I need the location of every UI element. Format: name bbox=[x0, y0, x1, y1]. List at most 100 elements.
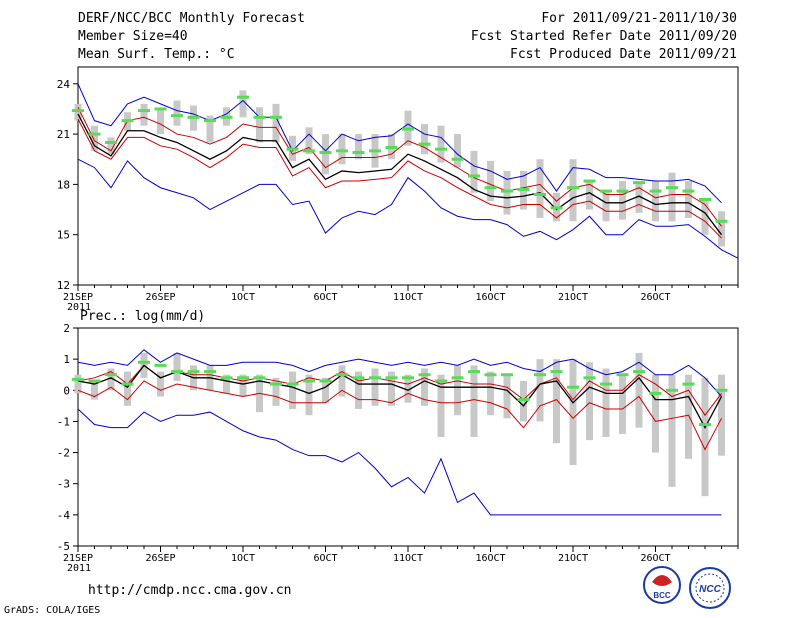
ensemble-box bbox=[421, 124, 428, 155]
precipitation-panel: -5 -4 -3 -2 -1 0 1 2 21SEP 26SEP 1OCT 6OCT 11OCT 16OC… bbox=[57, 322, 739, 574]
observed-mark bbox=[204, 370, 216, 374]
bcc-logo-emblem bbox=[652, 575, 672, 586]
y-tick-label: 0 bbox=[63, 384, 70, 397]
observed-mark bbox=[105, 373, 117, 377]
observed-mark bbox=[220, 115, 233, 119]
ensemble-box bbox=[157, 371, 164, 397]
forecast-period: For 2011/09/21-2011/10/30 bbox=[541, 11, 737, 26]
series-min-line bbox=[77, 158, 739, 259]
observed-mark bbox=[253, 376, 266, 380]
observed-mark bbox=[484, 186, 497, 190]
ensemble-box bbox=[239, 90, 247, 118]
ensemble-box bbox=[569, 359, 577, 466]
y-tick-label: 2 bbox=[63, 322, 70, 335]
observed-mark bbox=[72, 377, 84, 381]
ensemble-box bbox=[206, 115, 214, 143]
observed-mark bbox=[616, 373, 629, 377]
observed-mark bbox=[72, 109, 84, 113]
observed-mark bbox=[567, 186, 579, 190]
observed-mark bbox=[633, 370, 645, 374]
x-tick-label: 26OCT bbox=[640, 553, 670, 564]
y-tick-label: -3 bbox=[57, 478, 70, 491]
plot-frame bbox=[77, 66, 739, 286]
observed-mark bbox=[666, 388, 678, 392]
x-tick-label: 6OCT bbox=[313, 553, 337, 564]
observed-mark bbox=[666, 186, 678, 190]
variable-label: Mean Surf. Temp.: °C bbox=[78, 47, 235, 62]
x-year-label: 2011 bbox=[67, 563, 91, 574]
series-lower-line bbox=[77, 118, 722, 239]
x-tick-label: 21OCT bbox=[558, 553, 588, 564]
observed-mark bbox=[385, 376, 398, 380]
ensemble-box bbox=[718, 211, 725, 247]
observed-mark bbox=[270, 382, 282, 386]
x-tick-label: 1OCT bbox=[231, 292, 255, 303]
ensemble-box bbox=[718, 374, 725, 456]
ensemble-box bbox=[91, 380, 98, 400]
observed-mark bbox=[699, 197, 711, 201]
observed-mark bbox=[402, 127, 414, 131]
ensemble-box bbox=[437, 125, 445, 163]
observed-mark bbox=[154, 363, 167, 367]
observed-mark bbox=[567, 385, 579, 389]
ensemble-box bbox=[536, 359, 544, 422]
ensemble-box bbox=[602, 368, 610, 437]
observed-mark bbox=[633, 181, 645, 185]
observed-mark bbox=[550, 370, 563, 374]
observed-mark bbox=[682, 189, 695, 193]
observed-mark bbox=[418, 142, 431, 146]
x-tick-label: 21SEP bbox=[63, 292, 93, 303]
ensemble-box bbox=[355, 134, 362, 160]
ensemble-box bbox=[74, 103, 82, 121]
observed-mark bbox=[187, 370, 200, 374]
observed-mark bbox=[369, 149, 381, 153]
series-max-line bbox=[77, 349, 722, 397]
ncc-logo-text: NCC bbox=[699, 584, 721, 595]
observed-mark bbox=[303, 149, 315, 153]
ensemble-box bbox=[223, 374, 230, 394]
started-date: Fcst Started Refer Date 2011/09/20 bbox=[470, 29, 737, 44]
ensemble-box bbox=[635, 181, 643, 213]
observed-mark bbox=[121, 382, 134, 386]
ensemble-box bbox=[685, 181, 692, 218]
observed-mark bbox=[270, 115, 282, 119]
x-tick-label: 16OCT bbox=[475, 292, 505, 303]
ensemble-box bbox=[520, 380, 527, 422]
observed-mark bbox=[369, 376, 381, 380]
ensemble-box bbox=[470, 365, 478, 437]
x-tick-label: 11OCT bbox=[393, 292, 423, 303]
ensemble-box bbox=[338, 365, 346, 397]
observed-mark bbox=[501, 189, 513, 193]
y-tick-label: 18 bbox=[57, 178, 70, 191]
ncc-logo: NCC bbox=[689, 567, 731, 609]
ensemble-box bbox=[487, 371, 494, 416]
ensemble-box bbox=[173, 100, 181, 126]
observed-mark bbox=[105, 140, 117, 144]
ensemble-box bbox=[305, 127, 313, 155]
x-tick-label: 1OCT bbox=[231, 553, 255, 564]
footer-url[interactable]: http://cmdp.ncc.cma.gov.cn bbox=[88, 583, 292, 598]
observed-mark bbox=[517, 398, 530, 402]
observed-mark bbox=[451, 376, 464, 380]
y-tick-label: -4 bbox=[57, 509, 71, 522]
observed-mark bbox=[336, 373, 348, 377]
ensemble-box bbox=[701, 377, 709, 497]
ensemble-box bbox=[173, 352, 181, 381]
observed-mark bbox=[583, 376, 596, 380]
observed-mark bbox=[534, 373, 546, 377]
ensemble-box bbox=[322, 377, 329, 403]
ensemble-box bbox=[140, 103, 148, 126]
ensemble-box bbox=[239, 374, 247, 397]
member-size: Member Size=40 bbox=[78, 29, 188, 44]
observed-mark bbox=[237, 376, 249, 380]
observed-mark bbox=[154, 107, 167, 111]
ensemble-box bbox=[107, 137, 115, 155]
observed-mark bbox=[303, 379, 315, 383]
observed-mark bbox=[600, 189, 612, 193]
observed-mark bbox=[517, 187, 530, 191]
ensemble-box bbox=[454, 365, 461, 416]
x-tick-label: 21SEP bbox=[63, 553, 93, 564]
y-tick-label: 15 bbox=[57, 229, 70, 242]
observed-mark bbox=[352, 376, 365, 380]
